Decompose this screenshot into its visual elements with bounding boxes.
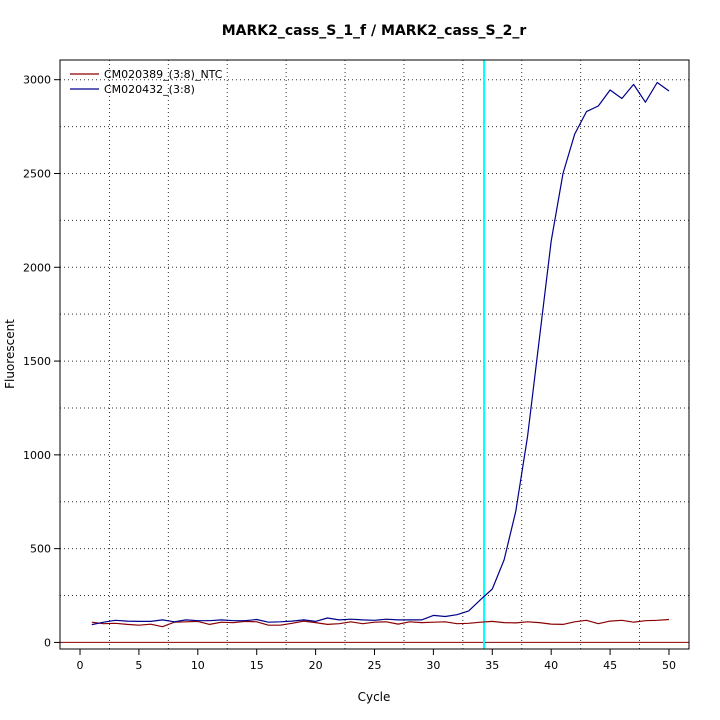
x-tick-label: 0 bbox=[77, 659, 84, 672]
chart-title: MARK2_cass_S_1_f / MARK2_cass_S_2_r bbox=[222, 23, 527, 39]
series-line-2 bbox=[91, 81, 670, 626]
y-tick-label: 2000 bbox=[23, 261, 51, 274]
x-tick-label: 20 bbox=[309, 659, 323, 672]
y-tick-label: 1000 bbox=[23, 449, 51, 462]
x-tick-label: 10 bbox=[191, 659, 205, 672]
y-axis-label: Fluorescent bbox=[3, 319, 17, 389]
legend-label: CM020432_(3:8) bbox=[104, 83, 195, 96]
x-tick-label: 40 bbox=[544, 659, 558, 672]
y-tick-label: 0 bbox=[44, 636, 51, 649]
x-tick-label: 35 bbox=[485, 659, 499, 672]
x-tick-label: 15 bbox=[250, 659, 264, 672]
y-axis: 0 500 1000 1500 2000 2500 3000 bbox=[23, 74, 60, 649]
series-line-1 bbox=[91, 618, 670, 628]
legend: CM020389_(3:8)_NTC CM020432_(3:8) bbox=[70, 68, 223, 96]
y-tick-label: 1500 bbox=[23, 355, 51, 368]
y-tick-label: 500 bbox=[30, 543, 51, 556]
x-tick-label: 5 bbox=[135, 659, 142, 672]
x-axis: 0 5 10 15 20 25 30 35 40 45 50 bbox=[77, 649, 676, 672]
marker-layer bbox=[60, 60, 689, 649]
x-tick-label: 25 bbox=[368, 659, 382, 672]
x-tick-label: 30 bbox=[426, 659, 440, 672]
x-tick-label: 50 bbox=[662, 659, 676, 672]
x-axis-label: Cycle bbox=[358, 690, 391, 704]
series-layer bbox=[91, 81, 670, 628]
grid bbox=[60, 60, 689, 649]
y-tick-label: 2500 bbox=[23, 167, 51, 180]
legend-label: CM020389_(3:8)_NTC bbox=[104, 68, 223, 81]
y-tick-label: 3000 bbox=[23, 74, 51, 87]
x-tick-label: 45 bbox=[603, 659, 617, 672]
